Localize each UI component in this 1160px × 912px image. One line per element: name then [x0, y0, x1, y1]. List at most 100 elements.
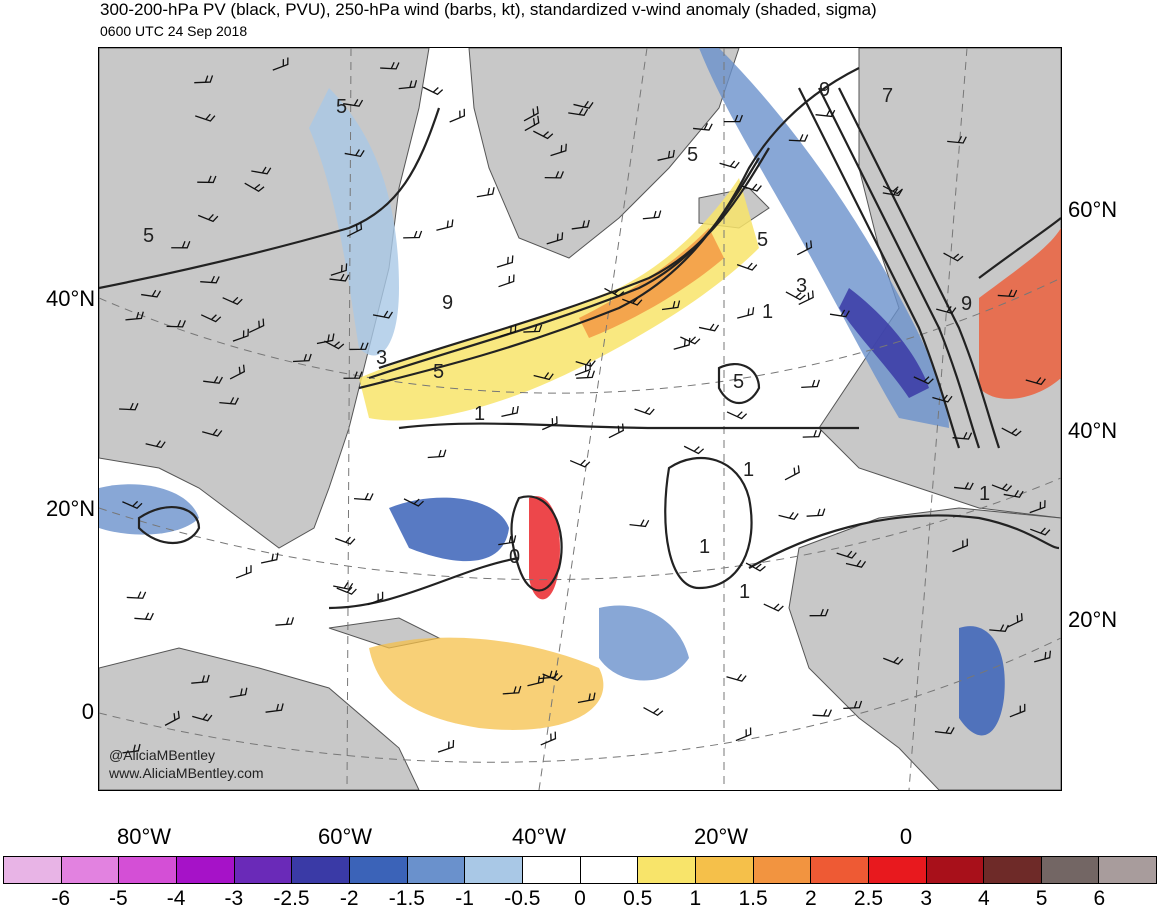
wind-barb	[265, 703, 284, 713]
wind-barb	[125, 311, 144, 321]
pv-label: 1	[743, 459, 754, 481]
pv-contour	[328, 556, 520, 610]
colorbar-swatch	[984, 857, 1042, 883]
wind-barb	[229, 687, 248, 698]
wind-barb	[171, 241, 191, 249]
wind-barb	[222, 296, 243, 305]
wind-barb	[200, 275, 220, 284]
wind-barb	[437, 739, 455, 753]
wind-barb	[194, 75, 214, 84]
lat-label-right: 40°N	[1068, 418, 1118, 443]
pv-label: 9	[442, 292, 453, 314]
wind-barb	[726, 411, 748, 420]
pv-label: 1	[699, 536, 710, 558]
wind-barb	[219, 397, 239, 405]
wind-barb	[683, 445, 705, 455]
pv-label: 5	[433, 361, 444, 383]
wind-barb	[735, 727, 752, 742]
pv-labels: 5 5 9 9 7 5 5 3 5 9 1 1 3 5 1 1 1 1 0	[143, 79, 990, 603]
wind-barb	[244, 182, 265, 192]
wind-barb	[943, 252, 964, 262]
wind-barb	[329, 273, 350, 282]
anomaly-negative-core	[839, 288, 929, 398]
wind-barbs	[119, 57, 1052, 754]
wind-barb	[989, 624, 1009, 632]
colorbar-tick-label: 1	[689, 887, 702, 910]
wind-barb	[815, 109, 836, 118]
colorbar-tick-label: 2.5	[853, 887, 884, 910]
colorbar-swatch	[292, 857, 350, 883]
wind-barb	[145, 440, 166, 449]
wind-barb	[122, 743, 141, 754]
lon-label: 60°W	[317, 824, 373, 849]
pv-contour	[717, 363, 761, 404]
colorbar-swatch	[811, 857, 869, 883]
wind-barb	[693, 123, 713, 131]
wind-barb	[403, 498, 424, 507]
wind-barb	[785, 291, 806, 301]
wind-barb	[372, 310, 394, 319]
wind-barb	[200, 314, 222, 323]
wind-barb	[499, 324, 517, 338]
wind-barb	[719, 160, 740, 169]
wind-barb	[1030, 527, 1051, 536]
wind-barb	[343, 99, 364, 107]
pv-contour	[818, 87, 981, 449]
wind-barb	[195, 113, 216, 122]
pv-label: 1	[979, 483, 990, 505]
africa-land	[788, 507, 1061, 790]
pv-contour	[664, 456, 753, 590]
credit-handle: @AliciaMBentley	[109, 747, 215, 763]
wind-barb	[333, 581, 354, 590]
wind-barb	[324, 340, 345, 350]
wind-barb	[629, 519, 650, 528]
wind-barb	[346, 222, 363, 237]
wind-barb	[843, 700, 863, 709]
anomaly-positive-tropics	[369, 637, 604, 730]
pv-contour	[378, 147, 770, 370]
pv-contours	[99, 67, 1061, 610]
wind-barb	[1025, 377, 1046, 386]
pv-contour	[137, 506, 201, 544]
colorbar-tick-label: 1.5	[738, 887, 768, 910]
wind-barb	[380, 61, 400, 70]
lat-label-right: 60°N	[1068, 197, 1118, 222]
wind-barb	[1001, 427, 1022, 437]
wind-barb	[576, 370, 595, 379]
anomaly-positive-east	[979, 228, 1061, 399]
lon-label: 20°W	[693, 824, 749, 849]
wind-barb	[634, 407, 655, 416]
anomaly-positive-band	[359, 178, 759, 421]
colorbar-swatch	[1041, 857, 1100, 883]
wind-barb	[367, 591, 384, 606]
pv-label: 1	[474, 403, 485, 425]
wind-barb	[952, 432, 973, 440]
wind-barb	[449, 108, 466, 123]
wind-barb	[997, 289, 1018, 298]
pv-label: 5	[687, 144, 698, 166]
pv-label: 1	[762, 301, 773, 323]
wind-barb	[604, 287, 625, 297]
colorbar-swatch	[407, 857, 466, 883]
wind-barb	[737, 307, 755, 319]
wind-barb	[812, 709, 833, 717]
wind-barb	[657, 149, 675, 161]
pv-label: 5	[336, 96, 347, 118]
credit-website: www.AliciaMBentley.com	[108, 765, 264, 781]
wind-barb	[427, 449, 447, 459]
colorbar-swatch	[176, 857, 235, 883]
wind-barb	[726, 673, 747, 682]
wind-barb	[723, 114, 743, 123]
wind-barb	[202, 428, 223, 437]
wind-barb	[643, 706, 664, 717]
valid-time: 0600 UTC 24 Sep 2018	[100, 23, 248, 39]
wind-barb	[197, 213, 219, 223]
colorbar-tick-label: 3	[920, 887, 933, 910]
pv-contour	[398, 422, 859, 430]
wind-barb	[784, 465, 800, 481]
map-canvas: 5 5 9 9 7 5 5 3 5 9 1 1 3 5 1 1 1 1 0 @A…	[99, 48, 1061, 790]
wind-barb	[622, 297, 643, 306]
wind-barb	[991, 483, 1013, 492]
wind-barb	[952, 538, 968, 553]
wind-barb	[845, 559, 867, 568]
